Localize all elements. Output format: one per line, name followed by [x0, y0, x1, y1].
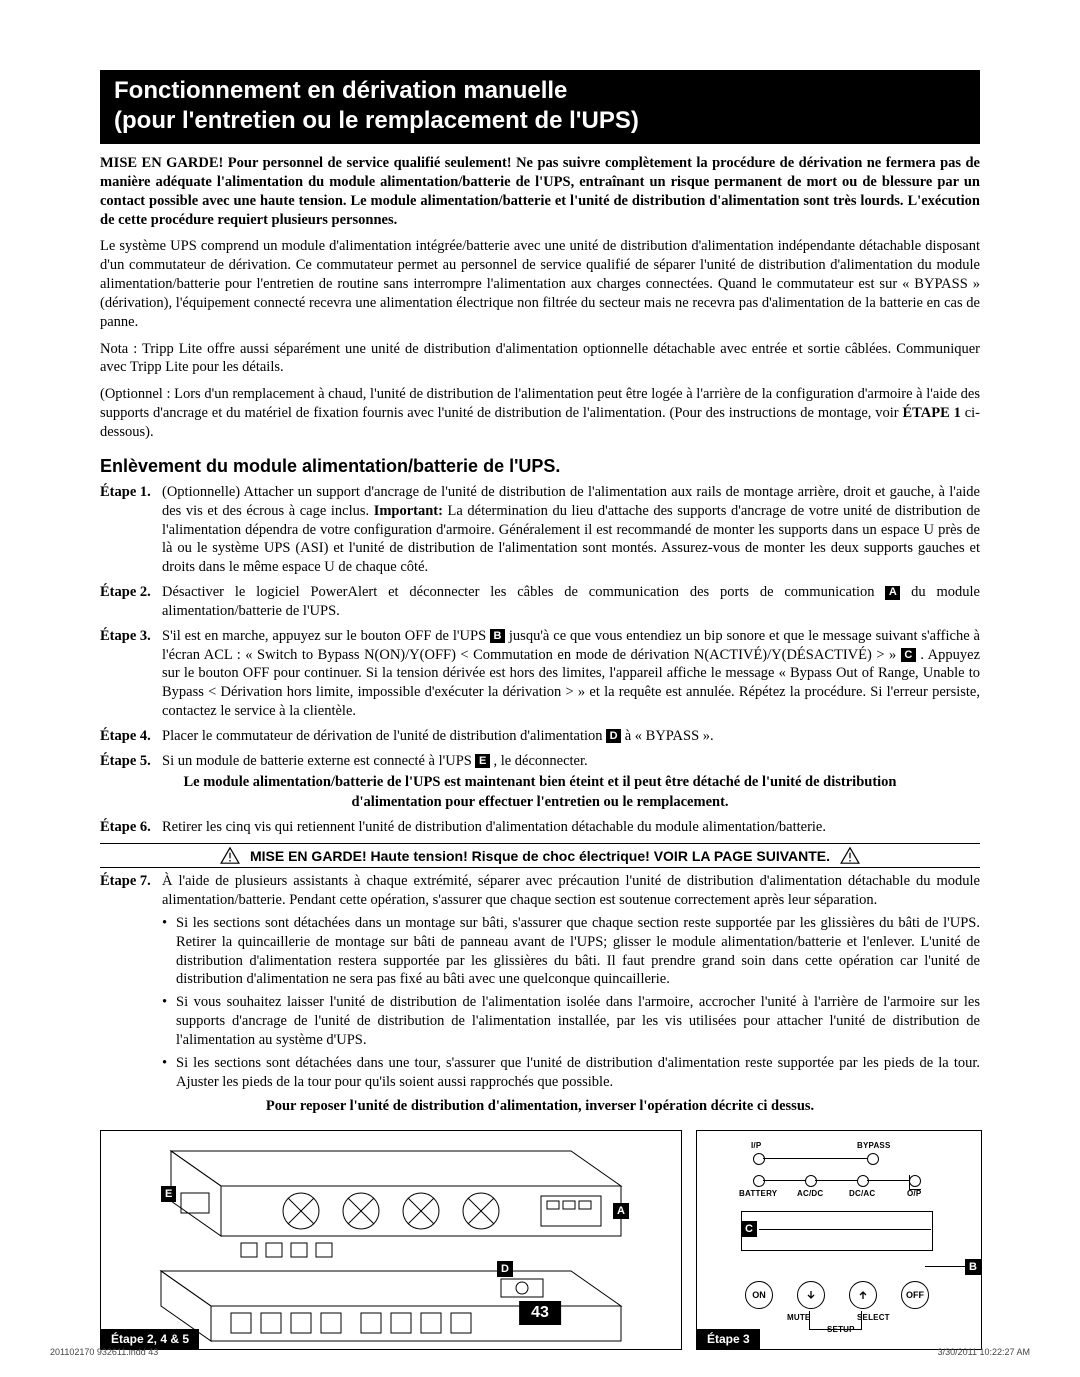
step-6-body: Retirer les cinq vis qui retiennent l'un…: [162, 818, 980, 837]
bullet-3: • Si les sections sont détachées dans un…: [162, 1054, 980, 1092]
down-button: [797, 1281, 825, 1309]
figure-right: I/P BYPASS BATTERY AC/DC DC/AC O/P C ON: [696, 1130, 982, 1350]
step-2: Étape 2. Désactiver le logiciel PowerAle…: [100, 583, 980, 621]
step-1-label: Étape 1.: [100, 483, 162, 577]
callout-box-b: B: [490, 629, 505, 643]
step-3: Étape 3. S'il est en marche, appuyez sur…: [100, 627, 980, 721]
figure-right-caption: Étape 3: [697, 1329, 760, 1349]
subheading: Enlèvement du module alimentation/batter…: [100, 456, 980, 477]
callout-d: D: [497, 1261, 513, 1277]
step-2-body: Désactiver le logiciel PowerAlert et déc…: [162, 583, 980, 621]
lcd-screen: [741, 1211, 933, 1251]
mid-statement-2: d'alimentation pour effectuer l'entretie…: [100, 793, 980, 812]
step-3-label: Étape 3.: [100, 627, 162, 721]
step-5-label: Étape 5.: [100, 752, 162, 771]
footer-left: 201102170 932611.indd 43: [50, 1347, 158, 1357]
page-number: 43: [519, 1301, 561, 1325]
paragraph-3: (Optionnel : Lors d'un remplacement à ch…: [100, 385, 980, 442]
callout-box-d: D: [606, 729, 621, 743]
bullet-dot: •: [162, 914, 176, 989]
label-battery: BATTERY: [739, 1189, 777, 1198]
para3-a: (Optionnel : Lors d'un remplacement à ch…: [100, 386, 980, 421]
callout-box-e: E: [475, 754, 489, 768]
bullet-dot: •: [162, 993, 176, 1050]
warning-triangle-icon: [220, 847, 240, 864]
on-label: ON: [752, 1290, 766, 1300]
step-3-a: S'il est en marche, appuyez sur le bouto…: [162, 628, 490, 644]
step-5: Étape 5. Si un module de batterie extern…: [100, 752, 980, 771]
bullet-1: • Si les sections sont détachées dans un…: [162, 914, 980, 989]
paragraph-1: Le système UPS comprend un module d'alim…: [100, 237, 980, 331]
para3-b: ÉTAPE 1: [902, 405, 960, 421]
led-bypass: [867, 1153, 879, 1165]
hazard-bar: MISE EN GARDE! Haute tension! Risque de …: [100, 843, 980, 868]
page: Fonctionnement en dérivation manuelle (p…: [0, 0, 1080, 1377]
step-7-label: Étape 7.: [100, 872, 162, 910]
step-1-body: (Optionnelle) Attacher un support d'ancr…: [162, 483, 980, 577]
led-op: [909, 1175, 921, 1187]
step-4-label: Étape 4.: [100, 727, 162, 746]
callout-box-a: A: [885, 586, 900, 600]
bullet-3-text: Si les sections sont détachées dans une …: [176, 1054, 980, 1092]
hazard-text: MISE EN GARDE! Haute tension! Risque de …: [250, 848, 830, 864]
mid-statement-1: Le module alimentation/batterie de l'UPS…: [100, 773, 980, 792]
step-7: Étape 7. À l'aide de plusieurs assistant…: [100, 872, 980, 910]
bullet-1-text: Si les sections sont détachées dans un m…: [176, 914, 980, 989]
callout-e: E: [161, 1186, 176, 1202]
label-dcac: DC/AC: [849, 1189, 875, 1198]
step-4: Étape 4. Placer le commutateur de dériva…: [100, 727, 980, 746]
step-6: Étape 6. Retirer les cinq vis qui retien…: [100, 818, 980, 837]
off-label: OFF: [906, 1290, 924, 1300]
step-1-b: Important:: [374, 503, 443, 519]
callout-box-c: C: [901, 648, 916, 662]
figure-left: E A D Étape 2, 4 & 5: [100, 1130, 682, 1350]
label-bypass: BYPASS: [857, 1141, 891, 1150]
callout-a: A: [613, 1203, 629, 1219]
step-2-a: Désactiver le logiciel PowerAlert et déc…: [162, 584, 885, 600]
bullet-dot: •: [162, 1054, 176, 1092]
step-6-label: Étape 6.: [100, 818, 162, 837]
step-3-body: S'il est en marche, appuyez sur le bouto…: [162, 627, 980, 721]
callout-b: B: [965, 1259, 981, 1275]
step-1: Étape 1. (Optionnelle) Attacher un suppo…: [100, 483, 980, 577]
off-button: OFF: [901, 1281, 929, 1309]
label-acdc: AC/DC: [797, 1189, 823, 1198]
step-4-b: à « BYPASS ».: [621, 728, 714, 744]
section-title: Fonctionnement en dérivation manuelle (p…: [100, 70, 980, 144]
label-ip: I/P: [751, 1141, 761, 1150]
paragraph-2: Nota : Tripp Lite offre aussi séparément…: [100, 340, 980, 378]
step-2-label: Étape 2.: [100, 583, 162, 621]
title-line-2: (pour l'entretien ou le remplacement de …: [114, 106, 966, 136]
step-5-b: , le déconnecter.: [490, 753, 588, 769]
tail-statement: Pour reposer l'unité de distribution d'a…: [100, 1097, 980, 1116]
step-4-a: Placer le commutateur de dérivation de l…: [162, 728, 606, 744]
callout-c: C: [741, 1221, 757, 1237]
warning-triangle-icon: [840, 847, 860, 864]
bullet-list: • Si les sections sont détachées dans un…: [100, 914, 980, 1092]
ups-diagram-svg: [101, 1131, 681, 1351]
step-5-a: Si un module de batterie externe est con…: [162, 753, 475, 769]
label-mute: MUTE: [787, 1313, 810, 1322]
step-4-body: Placer le commutateur de dérivation de l…: [162, 727, 980, 746]
footer-right: 3/30/2011 10:22:27 AM: [938, 1347, 1030, 1357]
step-5-body: Si un module de batterie externe est con…: [162, 752, 980, 771]
step-7-body: À l'aide de plusieurs assistants à chaqu…: [162, 872, 980, 910]
up-button: [849, 1281, 877, 1309]
title-line-1: Fonctionnement en dérivation manuelle: [114, 76, 966, 106]
bullet-2: • Si vous souhaitez laisser l'unité de d…: [162, 993, 980, 1050]
on-button: ON: [745, 1281, 773, 1309]
bullet-2-text: Si vous souhaitez laisser l'unité de dis…: [176, 993, 980, 1050]
warning-paragraph: MISE EN GARDE! Pour personnel de service…: [100, 154, 980, 229]
label-op: O/P: [907, 1189, 921, 1198]
